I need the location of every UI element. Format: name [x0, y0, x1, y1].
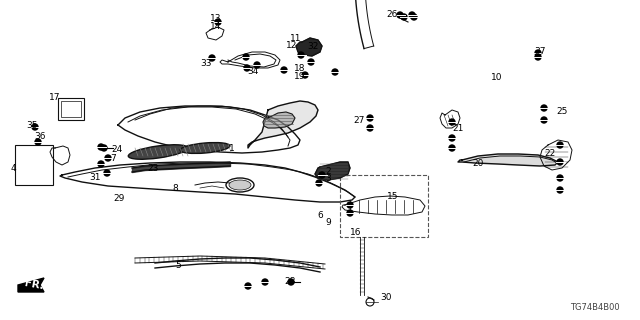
Bar	[61, 101, 81, 117]
Circle shape	[409, 12, 415, 18]
Circle shape	[308, 59, 314, 65]
Circle shape	[281, 67, 287, 73]
Text: 4: 4	[10, 164, 16, 172]
Circle shape	[367, 115, 373, 121]
Circle shape	[319, 172, 325, 178]
Text: 7: 7	[110, 154, 116, 163]
Circle shape	[347, 202, 353, 208]
Text: 9: 9	[325, 218, 331, 227]
Text: 3: 3	[325, 173, 331, 182]
Circle shape	[347, 210, 353, 216]
Circle shape	[557, 187, 563, 193]
Circle shape	[332, 69, 338, 75]
Bar	[15, 145, 53, 185]
Circle shape	[449, 135, 455, 141]
Circle shape	[298, 52, 304, 58]
Text: 32: 32	[307, 42, 319, 51]
Text: TG74B4B00: TG74B4B00	[570, 303, 620, 312]
Text: 23: 23	[147, 164, 159, 172]
Polygon shape	[296, 38, 322, 56]
Text: 36: 36	[35, 132, 45, 140]
Polygon shape	[458, 154, 558, 166]
Circle shape	[535, 50, 541, 56]
Text: 26: 26	[387, 10, 397, 19]
Circle shape	[254, 62, 260, 68]
Text: 12: 12	[286, 41, 298, 50]
Text: 18: 18	[294, 63, 306, 73]
Circle shape	[557, 175, 563, 181]
Circle shape	[244, 65, 250, 71]
Text: 16: 16	[350, 228, 362, 236]
Text: 1: 1	[229, 143, 235, 153]
Polygon shape	[315, 162, 350, 180]
Bar	[340, 175, 428, 237]
Circle shape	[535, 54, 541, 60]
Circle shape	[557, 142, 563, 148]
Text: 21: 21	[452, 124, 464, 132]
Circle shape	[541, 117, 547, 123]
Text: 5: 5	[175, 260, 181, 269]
Circle shape	[245, 283, 251, 289]
Circle shape	[401, 14, 407, 20]
Text: 29: 29	[113, 194, 125, 203]
Circle shape	[105, 155, 111, 161]
Text: 37: 37	[534, 46, 546, 55]
Text: 33: 33	[200, 59, 212, 68]
Text: 10: 10	[492, 73, 503, 82]
Circle shape	[35, 139, 41, 145]
Text: 13: 13	[211, 13, 221, 22]
Ellipse shape	[226, 178, 254, 192]
Text: 27: 27	[353, 116, 365, 124]
Bar	[58, 98, 84, 120]
Circle shape	[98, 161, 104, 167]
Text: 6: 6	[317, 211, 323, 220]
Circle shape	[541, 105, 547, 111]
Text: 19: 19	[294, 71, 306, 81]
Circle shape	[104, 170, 110, 176]
Ellipse shape	[229, 180, 251, 190]
Text: 14: 14	[211, 21, 221, 30]
Text: 24: 24	[111, 145, 123, 154]
Circle shape	[302, 72, 308, 78]
Text: 11: 11	[291, 34, 301, 43]
Text: 2: 2	[325, 166, 331, 175]
Circle shape	[32, 124, 38, 130]
Circle shape	[288, 279, 294, 285]
Text: 25: 25	[556, 107, 568, 116]
Text: 30: 30	[380, 293, 392, 302]
Circle shape	[397, 12, 403, 18]
Text: 28: 28	[284, 276, 296, 285]
Text: 20: 20	[472, 158, 484, 167]
Text: FR.: FR.	[24, 278, 44, 292]
Circle shape	[367, 125, 373, 131]
Circle shape	[411, 14, 417, 20]
Text: 22: 22	[545, 148, 556, 157]
Circle shape	[98, 144, 104, 150]
Ellipse shape	[180, 143, 230, 153]
Circle shape	[449, 145, 455, 151]
Circle shape	[316, 180, 322, 186]
Text: 17: 17	[49, 92, 61, 101]
Polygon shape	[18, 278, 44, 292]
Circle shape	[215, 19, 221, 25]
Text: 35: 35	[26, 121, 38, 130]
Text: 15: 15	[387, 191, 399, 201]
Polygon shape	[248, 101, 318, 148]
Circle shape	[209, 55, 215, 61]
Circle shape	[101, 145, 107, 151]
Circle shape	[557, 159, 563, 165]
Ellipse shape	[128, 145, 188, 159]
Polygon shape	[263, 112, 295, 128]
Circle shape	[449, 119, 455, 125]
Circle shape	[262, 279, 268, 285]
Text: 8: 8	[172, 183, 178, 193]
Circle shape	[243, 54, 249, 60]
Text: 31: 31	[89, 172, 100, 181]
Text: 34: 34	[247, 67, 259, 76]
